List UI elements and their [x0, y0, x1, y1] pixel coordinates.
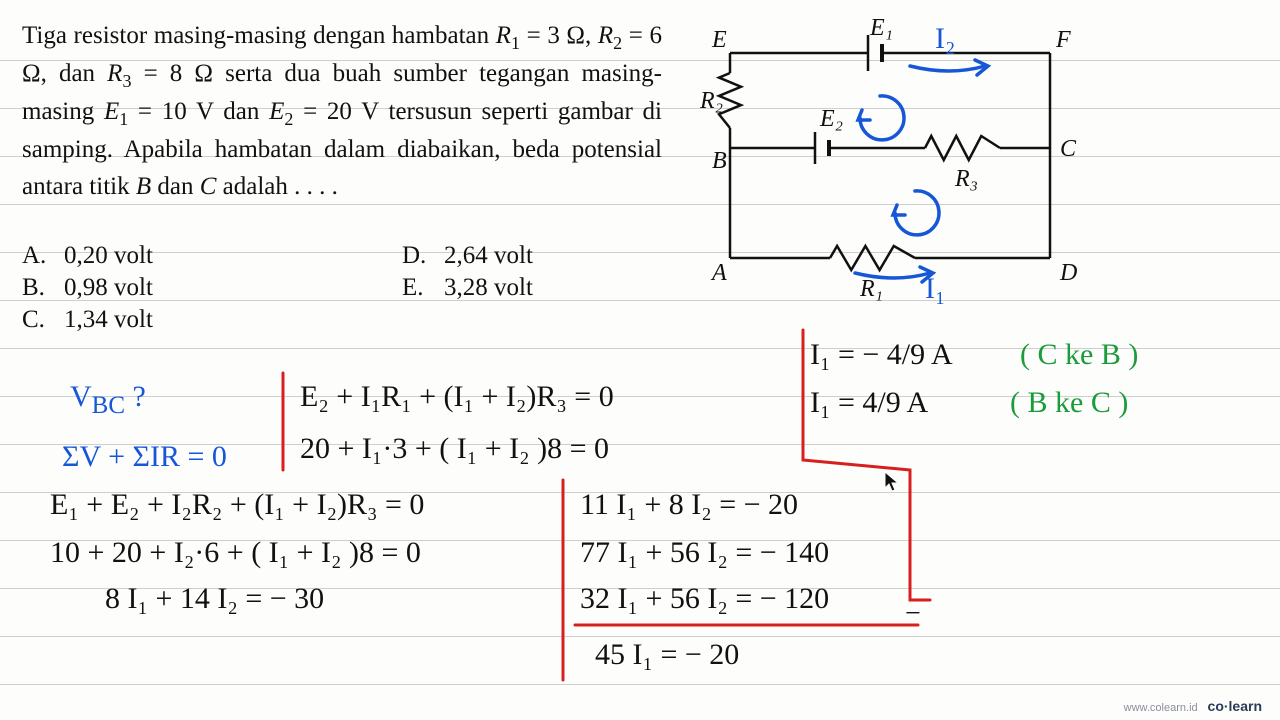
svg-text:A: A: [710, 260, 727, 286]
work-line: E₂ + I₁R₁ + (I₁ + I₂)R₃ = 0: [300, 380, 614, 414]
answer-options: A. 0,20 volt D. 2,64 volt B. 0,98 volt E. 3,28 …: [22, 242, 672, 334]
option-letter: C.: [22, 306, 48, 334]
footer-url: www.colearn.id: [1124, 702, 1198, 714]
svg-text:E: E: [711, 27, 727, 53]
work-line: 11 I₁ + 8 I₂ = − 20: [580, 488, 798, 522]
work-line: E₁ + E₂ + I₂R₂ + (I₁ + I₂)R₃ = 0: [50, 488, 424, 522]
work-line: 77 I₁ + 56 I₂ = − 140: [580, 536, 829, 570]
footer-brand: www.colearn.id co·learn: [1124, 698, 1262, 714]
work-line: I₁ = 4/9 A: [810, 386, 928, 420]
svg-text:E₂: E₂: [819, 106, 843, 132]
option-letter: B.: [22, 274, 48, 302]
work-line: 32 I₁ + 56 I₂ = − 120: [580, 582, 829, 616]
option-text: 0,98 volt: [64, 274, 153, 302]
option-letter: A.: [22, 242, 48, 270]
option-text: 1,34 volt: [64, 306, 153, 334]
work-line: −: [905, 598, 921, 630]
problem-statement: Tiga resistor masing-masing dengan hamba…: [22, 18, 662, 205]
work-line: ΣV + ΣIR = 0: [62, 440, 227, 474]
work-line: 8 I₁ + 14 I₂ = − 30: [105, 582, 324, 616]
svg-text:E₁: E₁: [869, 18, 893, 41]
svg-text:B: B: [712, 148, 727, 174]
work-line: ( C ke B ): [1020, 338, 1138, 372]
circuit-diagram: EFBCADE₁E₂R₃R₁R₂I₂I₁: [700, 18, 1080, 308]
option-text: 0,20 volt: [64, 242, 153, 270]
svg-text:F: F: [1055, 27, 1071, 53]
work-line: ( B ke C ): [1010, 386, 1128, 420]
svg-text:R₃: R₃: [954, 166, 978, 192]
option-text: 2,64 volt: [444, 242, 533, 270]
work-line: 45 I₁ = − 20: [595, 638, 739, 672]
work-line: VBC ?: [70, 380, 146, 420]
work-line: 20 + I₁·3 + ( I₁ + I₂ )8 = 0: [300, 432, 609, 466]
svg-text:R₂: R₂: [700, 88, 723, 114]
svg-text:D: D: [1059, 260, 1077, 286]
work-line: I₁ = − 4/9 A: [810, 338, 953, 372]
work-line: 10 + 20 + I₂·6 + ( I₁ + I₂ )8 = 0: [50, 536, 421, 570]
svg-text:R₁: R₁: [859, 276, 883, 302]
footer-logo-text: co·learn: [1208, 698, 1262, 714]
svg-text:C: C: [1060, 136, 1077, 162]
option-text: 3,28 volt: [444, 274, 533, 302]
option-letter: D.: [402, 242, 428, 270]
svg-text:I₂: I₂: [935, 22, 955, 55]
option-letter: E.: [402, 274, 428, 302]
